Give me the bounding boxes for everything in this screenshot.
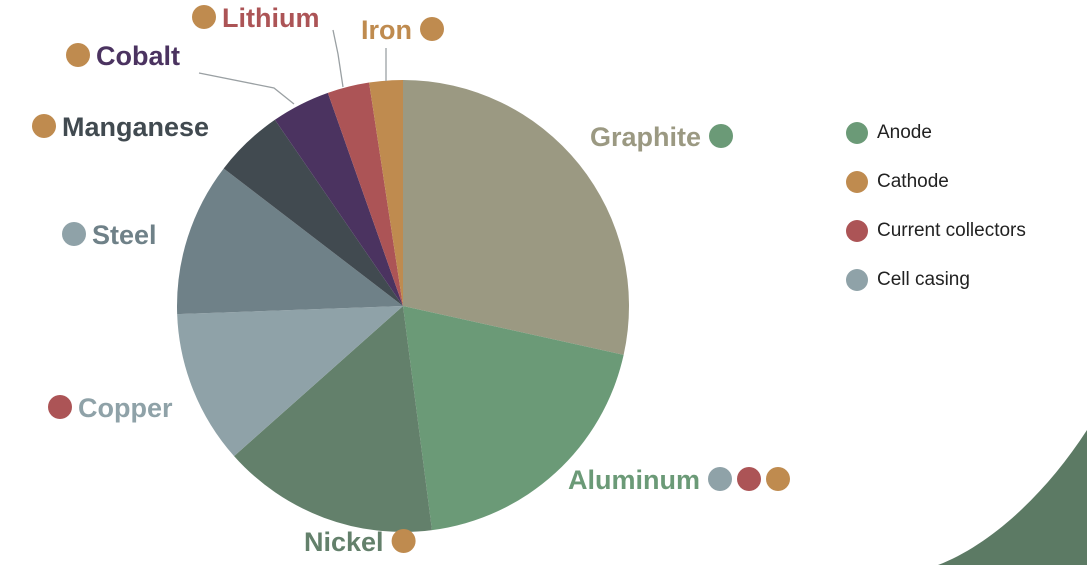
slice-label-copper: Copper — [78, 393, 173, 423]
legend: Anode Cathode Current collectors Cell ca… — [846, 108, 1026, 304]
category-dot-cell-casing — [708, 467, 732, 491]
category-dot-cell-casing — [62, 222, 86, 246]
slice-label-iron: Iron — [361, 15, 412, 45]
legend-label-cathode: Cathode — [877, 170, 949, 192]
pie-slice-cobalt — [274, 92, 403, 306]
legend-item-cathode: Cathode — [846, 157, 1026, 206]
slice-label-lithium: Lithium — [222, 3, 319, 33]
slice-label-cobalt: Cobalt — [96, 41, 180, 71]
category-dot-cathode — [192, 5, 216, 29]
pie-slice-steel — [177, 168, 403, 315]
legend-item-current-collectors: Current collectors — [846, 206, 1026, 255]
pie-slice-lithium — [327, 82, 403, 306]
pie-slices — [177, 80, 630, 532]
legend-swatch-cell-casing — [846, 268, 868, 291]
category-dot-cathode — [391, 529, 416, 553]
category-dot-cathode — [766, 467, 790, 491]
category-dot-cathode — [420, 17, 444, 41]
legend-swatch-current-collectors — [846, 219, 868, 242]
pie-slice-copper — [177, 306, 403, 457]
pie-slice-aluminum — [403, 306, 624, 531]
pie-slice-manganese — [223, 119, 403, 306]
slice-labels: Graphite Aluminum Nickel Copper Steel Mangane… — [32, 3, 790, 557]
leader-line-cobalt — [198, 72, 295, 105]
legend-swatch-anode — [846, 121, 868, 144]
slice-label-graphite: Graphite — [590, 122, 701, 152]
category-dot-cathode — [66, 43, 90, 67]
category-dot-current-collectors — [48, 395, 72, 419]
slice-label-steel: Steel — [92, 220, 157, 250]
corner-decoration — [938, 430, 1087, 565]
legend-label-cell-casing: Cell casing — [877, 268, 970, 290]
leader-lines — [198, 29, 387, 105]
category-dot-cathode — [32, 114, 56, 138]
pie-slice-nickel — [234, 306, 432, 532]
legend-item-anode: Anode — [846, 108, 1026, 157]
leader-line-lithium — [332, 29, 344, 88]
legend-swatch-cathode — [846, 170, 868, 193]
slice-label-nickel: Nickel — [304, 527, 384, 557]
legend-label-anode: Anode — [877, 121, 932, 143]
category-dot-current-collectors — [737, 467, 761, 491]
slice-label-manganese: Manganese — [62, 112, 209, 142]
category-dot-anode — [709, 124, 733, 148]
pie-slice-graphite — [403, 80, 630, 355]
legend-label-current-collectors: Current collectors — [877, 219, 1026, 241]
slice-label-aluminum: Aluminum — [568, 465, 700, 495]
pie-slice-iron — [369, 80, 403, 306]
legend-item-cell-casing: Cell casing — [846, 255, 1026, 304]
